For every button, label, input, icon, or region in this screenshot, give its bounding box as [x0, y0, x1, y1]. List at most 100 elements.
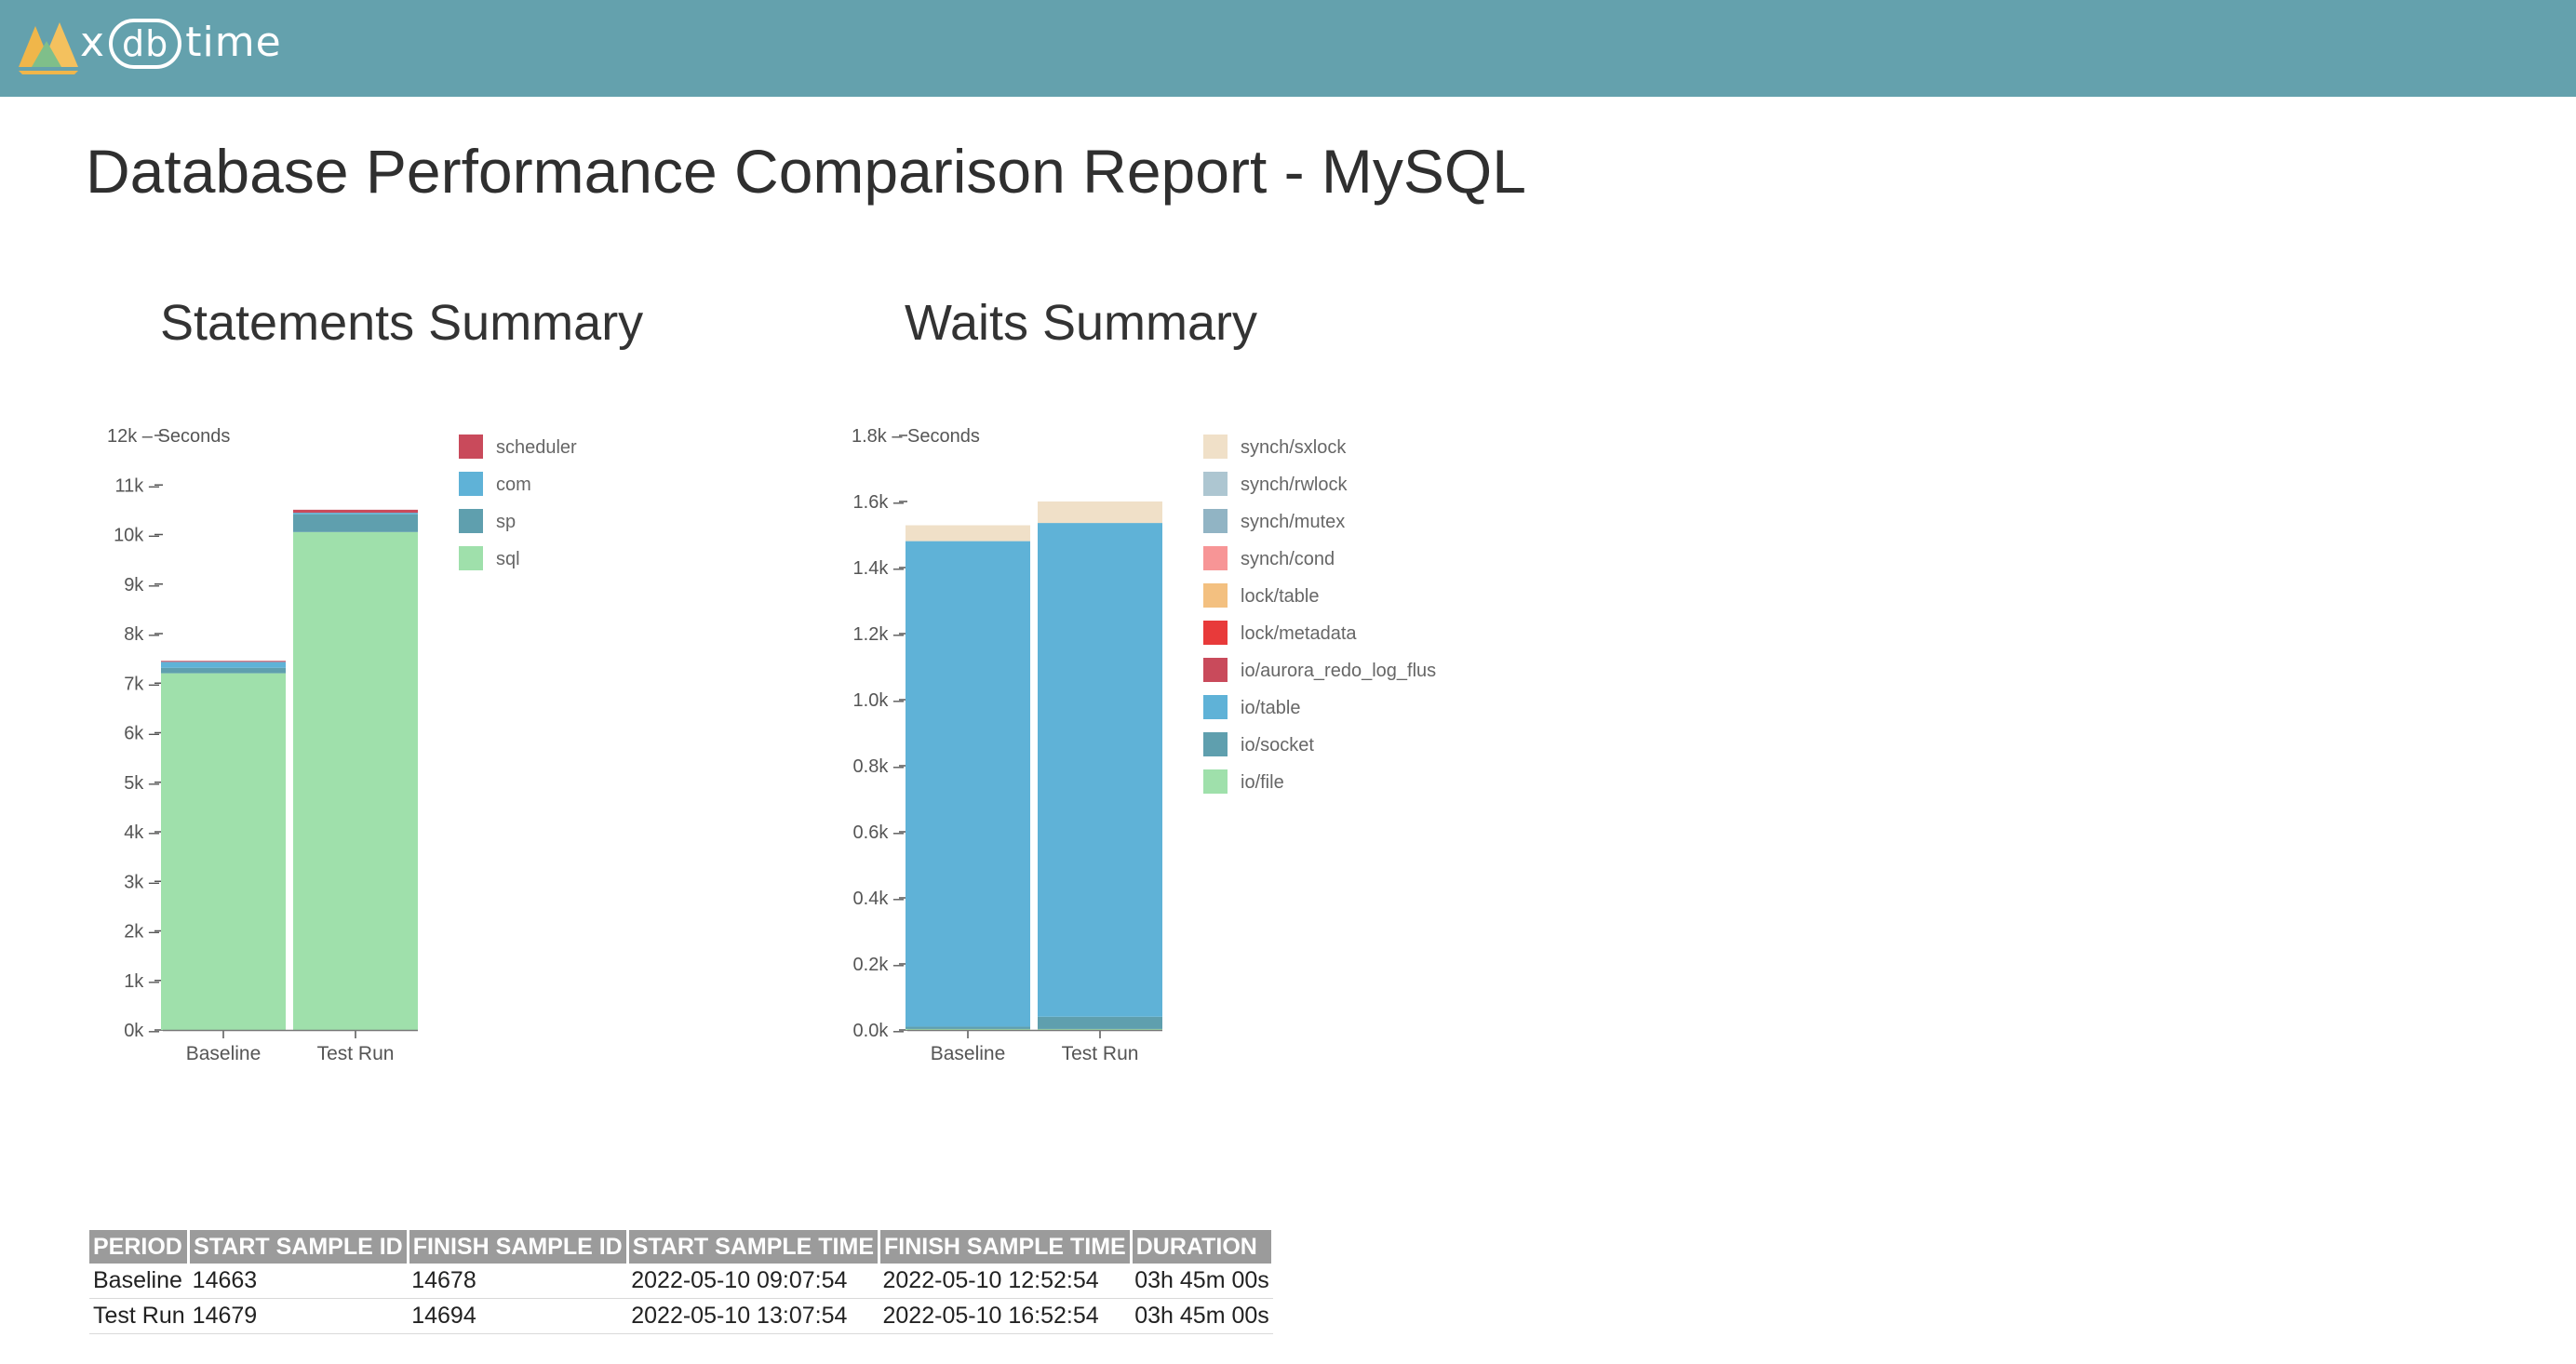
header-start-sample-id: START SAMPLE ID — [188, 1230, 409, 1264]
legend-swatch-io-file — [1203, 769, 1228, 794]
bar-test-run-scheduler — [293, 509, 418, 514]
bar-baseline-sql — [161, 673, 286, 1030]
cell-finish-sample-id: 14694 — [408, 1298, 628, 1334]
legend-label-io-file: io/file — [1241, 772, 1284, 793]
waits-summary-chart: 0.0k – 0.2k – 0.4k – 0.6k – 0.8k – 1.0k – 1.2k… — [852, 426, 1436, 1064]
legend-swatch-synch-sxlock — [1203, 435, 1228, 459]
legend-label-io-socket: io/socket — [1241, 735, 1314, 756]
cell-duration: 03h 45m 00s — [1131, 1264, 1273, 1299]
cell-duration: 03h 45m 00s — [1131, 1298, 1273, 1334]
legend-swatch-com — [459, 472, 483, 496]
cell-period: Test Run — [89, 1298, 189, 1334]
legend-label-scheduler: scheduler — [496, 437, 577, 458]
y-tick-label: 1k – — [124, 971, 160, 992]
legend-swatch-scheduler — [459, 435, 483, 459]
y-tick-label: 5k – — [124, 773, 160, 794]
y-tick-label: 1.2k – — [853, 624, 905, 645]
y-tick-label: 6k – — [124, 724, 160, 744]
legend-label-synch-rwlock: synch/rwlock — [1241, 475, 1348, 495]
y-tick-label: 9k – — [124, 575, 160, 595]
bar-test-run-sp — [293, 514, 418, 532]
waits-summary-title: Waits Summary — [905, 295, 1258, 351]
legend-label-lock-table: lock/table — [1241, 586, 1320, 607]
cell-start-sample-id: 14663 — [188, 1264, 409, 1299]
bar-test-run-io-file — [1038, 1028, 1162, 1030]
legend-swatch-synch-mutex — [1203, 509, 1228, 533]
y-tick-label: 4k – — [124, 822, 160, 843]
bar-baseline-io-file — [906, 1028, 1030, 1030]
bar-baseline-com — [161, 662, 286, 668]
legend-swatch-sp — [459, 509, 483, 533]
y-tick-label: 0.0k – — [853, 1021, 905, 1041]
y-tick-label: 3k – — [124, 872, 160, 892]
cell-finish-sample-time: 2022-05-10 12:52:54 — [879, 1264, 1132, 1299]
bar-baseline-scheduler — [161, 661, 286, 662]
cell-start-sample-time: 2022-05-10 09:07:54 — [627, 1264, 879, 1299]
header-finish-sample-id: FINISH SAMPLE ID — [408, 1230, 629, 1264]
y-tick-label: 0.4k – — [853, 889, 905, 909]
cell-finish-sample-time: 2022-05-10 16:52:54 — [879, 1298, 1132, 1334]
page-title: Database Performance Comparison Report -… — [86, 137, 1526, 206]
legend-label-io-aurora-redo-log-flus: io/aurora_redo_log_flus — [1241, 661, 1436, 681]
y-tick-label: 0.2k – — [853, 955, 905, 975]
x-tick-label-baseline: Baseline — [186, 1043, 262, 1064]
legend-swatch-io-aurora-redo-log-flus — [1203, 658, 1228, 682]
legend-label-synch-sxlock: synch/sxlock — [1241, 437, 1347, 458]
bar-test-run-sql — [293, 531, 418, 1030]
y-tick-label: 7k – — [124, 674, 160, 694]
logo-db: db — [109, 19, 182, 69]
header-start-sample-time: START SAMPLE TIME — [627, 1230, 881, 1264]
bar-baseline-io-table — [906, 541, 1030, 1027]
bar-test-run-synch-sxlock — [1038, 501, 1162, 524]
legend-label-lock-metadata: lock/metadata — [1241, 623, 1357, 644]
table-row: Baseline 14663 14678 2022-05-10 09:07:54… — [89, 1264, 1273, 1299]
legend-swatch-sql — [459, 546, 483, 570]
period-table-header-row: PERIOD START SAMPLE ID FINISH SAMPLE ID … — [89, 1230, 1275, 1264]
x-tick-label-test-run: Test Run — [1062, 1043, 1139, 1064]
y-tick-label: 2k – — [124, 922, 160, 943]
legend-label-synch-mutex: synch/mutex — [1241, 512, 1345, 532]
y-tick-label: 10k – — [114, 526, 160, 546]
y-tick-label: 0.8k – — [853, 756, 905, 777]
y-tick-label: 1.0k – — [853, 690, 905, 711]
xdbtime-logo-icon[interactable] — [19, 13, 80, 84]
y-tick-label: 1.8k – Seconds — [852, 426, 980, 447]
bar-baseline-sp — [161, 667, 286, 674]
bar-baseline-io-socket — [906, 1026, 1030, 1029]
bar-baseline-synch-sxlock — [906, 525, 1030, 542]
logo-suffix: time — [185, 19, 282, 66]
cell-start-sample-time: 2022-05-10 13:07:54 — [627, 1298, 879, 1334]
legend-label-com: com — [496, 475, 531, 495]
legend-swatch-synch-rwlock — [1203, 472, 1228, 496]
x-tick-label-baseline: Baseline — [931, 1043, 1006, 1064]
legend-swatch-lock-metadata — [1203, 621, 1228, 645]
top-bar: x db time — [0, 0, 2576, 97]
cell-finish-sample-id: 14678 — [408, 1264, 628, 1299]
y-tick-label: 8k – — [124, 624, 160, 645]
cell-start-sample-id: 14679 — [188, 1298, 409, 1334]
header-period: PERIOD — [89, 1230, 191, 1264]
x-tick-label-test-run: Test Run — [317, 1043, 395, 1064]
y-tick-label: 0k – — [124, 1021, 160, 1041]
legend-swatch-lock-table — [1203, 583, 1228, 608]
statements-summary-title: Statements Summary — [160, 295, 644, 351]
legend-swatch-synch-cond — [1203, 546, 1228, 570]
logo-wordmark[interactable]: x db time — [80, 19, 282, 69]
table-row: Test Run 14679 14694 2022-05-10 13:07:54… — [89, 1298, 1273, 1334]
legend-label-synch-cond: synch/cond — [1241, 549, 1335, 569]
header-duration: DURATION — [1131, 1230, 1275, 1264]
logo-prefix: x — [80, 19, 106, 66]
y-tick-label: 1.4k – — [853, 558, 905, 579]
legend-swatch-io-table — [1203, 695, 1228, 719]
y-tick-label: 0.6k – — [853, 822, 905, 843]
bar-test-run-io-table — [1038, 523, 1162, 1017]
legend-label-io-table: io/table — [1241, 698, 1301, 718]
bar-test-run-io-socket — [1038, 1016, 1162, 1029]
y-tick-label: 1.6k – — [853, 492, 905, 513]
legend-label-sp: sp — [496, 512, 516, 532]
bar-test-run-com — [293, 513, 418, 515]
y-tick-label: 12k – Seconds — [107, 426, 230, 447]
period-table: PERIOD START SAMPLE ID FINISH SAMPLE ID … — [89, 1230, 1275, 1334]
y-tick-label: 11k – — [115, 475, 160, 496]
statements-summary-chart: 0k – 1k – 2k – 3k – 4k – 5k – 6k – 7k – 8k – 9k –… — [107, 426, 577, 1064]
